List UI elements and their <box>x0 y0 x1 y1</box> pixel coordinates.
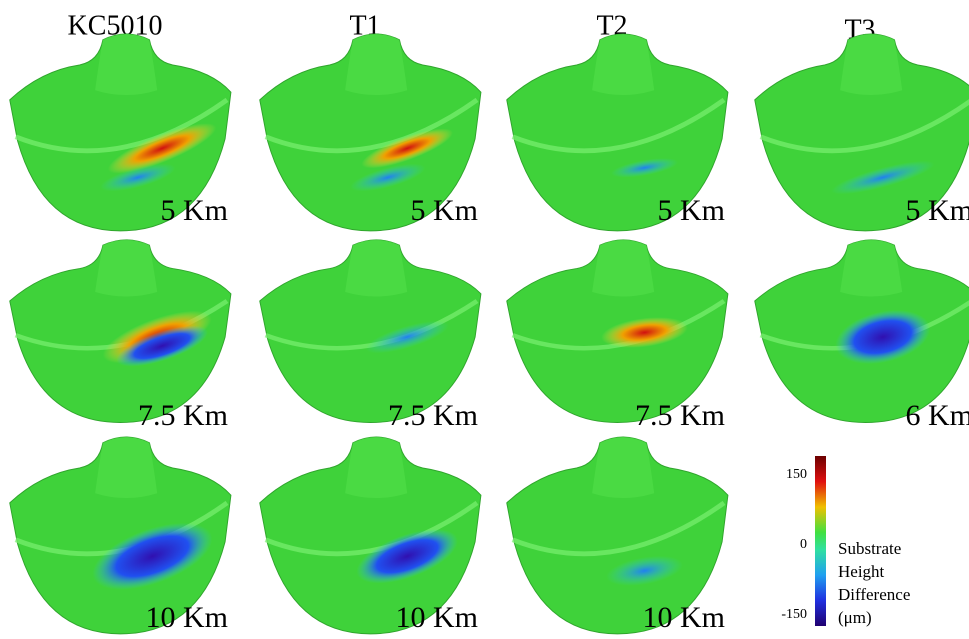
tool-panel <box>507 240 728 423</box>
figure: KC50105 Km7.5 Km10 KmT15 Km7.5 Km10 KmT2… <box>0 0 969 639</box>
rake-face <box>95 34 157 95</box>
colorbar-tick-label: 150 <box>786 467 807 482</box>
panel-label: 5 Km <box>906 194 969 227</box>
panel-label: 7.5 Km <box>388 399 478 432</box>
rake-face <box>345 34 407 95</box>
rake-face <box>840 240 902 297</box>
rake-face <box>592 240 654 297</box>
panel-label: 10 Km <box>643 601 726 634</box>
tool-panel <box>260 240 481 423</box>
panel-label: 10 Km <box>396 601 479 634</box>
panel-label: 5 Km <box>411 194 479 227</box>
colorbar-label: (μm) <box>838 608 872 627</box>
rake-face <box>592 437 654 498</box>
panel-label: 7.5 Km <box>635 399 725 432</box>
tool-panel <box>755 240 969 423</box>
rake-face <box>840 34 902 95</box>
colorbar-label: Height <box>838 562 885 581</box>
tool-panel <box>10 240 231 423</box>
panel-label: 5 Km <box>658 194 726 227</box>
panel-label: 5 Km <box>161 194 229 227</box>
panel-label: 10 Km <box>146 601 229 634</box>
rake-face <box>592 34 654 95</box>
colorbar-tick-label: -150 <box>781 607 807 622</box>
colorbar <box>815 456 826 626</box>
rake-face <box>345 240 407 297</box>
panel-label: 7.5 Km <box>138 399 228 432</box>
colorbar-label: Substrate <box>838 539 901 558</box>
rake-face <box>95 240 157 297</box>
rake-face <box>95 437 157 498</box>
rake-face <box>345 437 407 498</box>
colorbar-tick-label: 0 <box>800 537 807 552</box>
panel-label: 6 Km <box>906 399 969 432</box>
colorbar-label: Difference <box>838 585 910 604</box>
